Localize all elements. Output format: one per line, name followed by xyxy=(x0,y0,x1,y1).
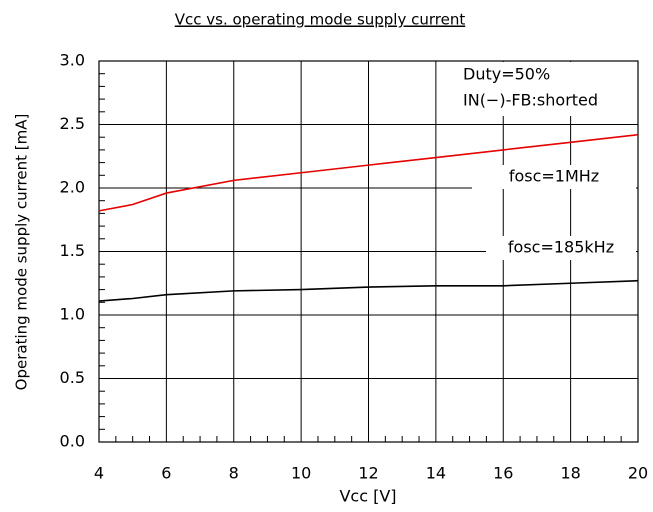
series-line xyxy=(98,279,639,302)
y-tick-label: 2.5 xyxy=(60,114,85,133)
label-box xyxy=(486,236,636,260)
series-line xyxy=(98,133,639,212)
x-tick-label: 14 xyxy=(426,464,446,483)
y-axis-label: Operating mode supply current [mA] xyxy=(13,114,31,391)
x-tick-label: 12 xyxy=(358,464,378,483)
y-tick-label: 0.0 xyxy=(60,432,85,451)
x-tick-label: 18 xyxy=(560,464,580,483)
y-tick-label: 1.0 xyxy=(60,305,85,324)
x-tick-label: 20 xyxy=(628,464,648,483)
x-tick-label: 6 xyxy=(161,464,171,483)
series-label: fosc=1MHz xyxy=(509,167,599,186)
x-axis-label: Vcc [V] xyxy=(339,487,396,506)
x-tick-label: 4 xyxy=(94,464,104,483)
y-tick-label: 2.0 xyxy=(60,178,85,197)
plot-frame xyxy=(98,60,639,443)
annotation-box xyxy=(458,62,636,116)
x-tick-label: 10 xyxy=(291,464,311,483)
label-box xyxy=(472,165,636,189)
series-label: fosc=185kHz xyxy=(508,238,614,257)
chart-title: Vcc vs. operating mode supply current xyxy=(175,11,466,29)
x-tick-label: 8 xyxy=(229,464,239,483)
y-tick-label: 0.5 xyxy=(60,368,85,387)
y-tick-label: 3.0 xyxy=(60,51,85,70)
annotation: IN(−)-FB:shorted xyxy=(463,91,598,110)
y-tick-label: 1.5 xyxy=(60,241,85,260)
annotation: Duty=50% xyxy=(463,65,550,84)
x-tick-label: 16 xyxy=(493,464,513,483)
